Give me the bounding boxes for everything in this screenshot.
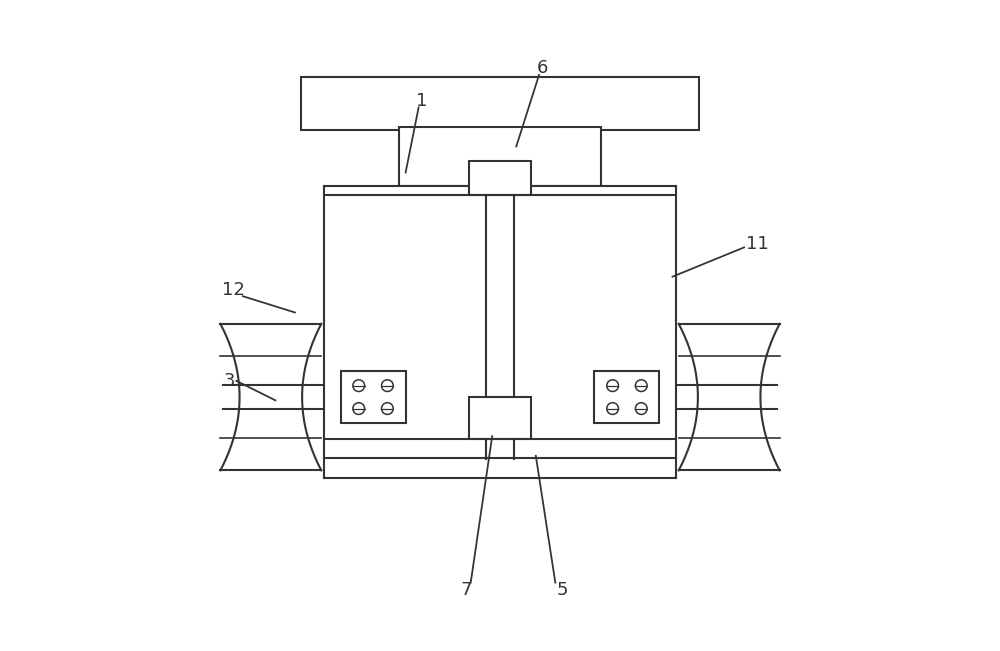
- Bar: [469, 161, 531, 195]
- Text: 7: 7: [460, 581, 472, 600]
- Bar: [594, 371, 659, 423]
- Bar: [324, 458, 676, 478]
- Text: 12: 12: [222, 281, 245, 299]
- Bar: [341, 371, 406, 423]
- Bar: [399, 127, 601, 186]
- Text: 11: 11: [746, 235, 769, 253]
- Text: 1: 1: [416, 92, 428, 110]
- Text: 3: 3: [224, 372, 236, 390]
- Bar: [469, 397, 531, 439]
- Text: 5: 5: [556, 581, 568, 600]
- Text: 6: 6: [537, 59, 548, 77]
- Bar: [324, 186, 676, 459]
- Bar: [301, 77, 699, 130]
